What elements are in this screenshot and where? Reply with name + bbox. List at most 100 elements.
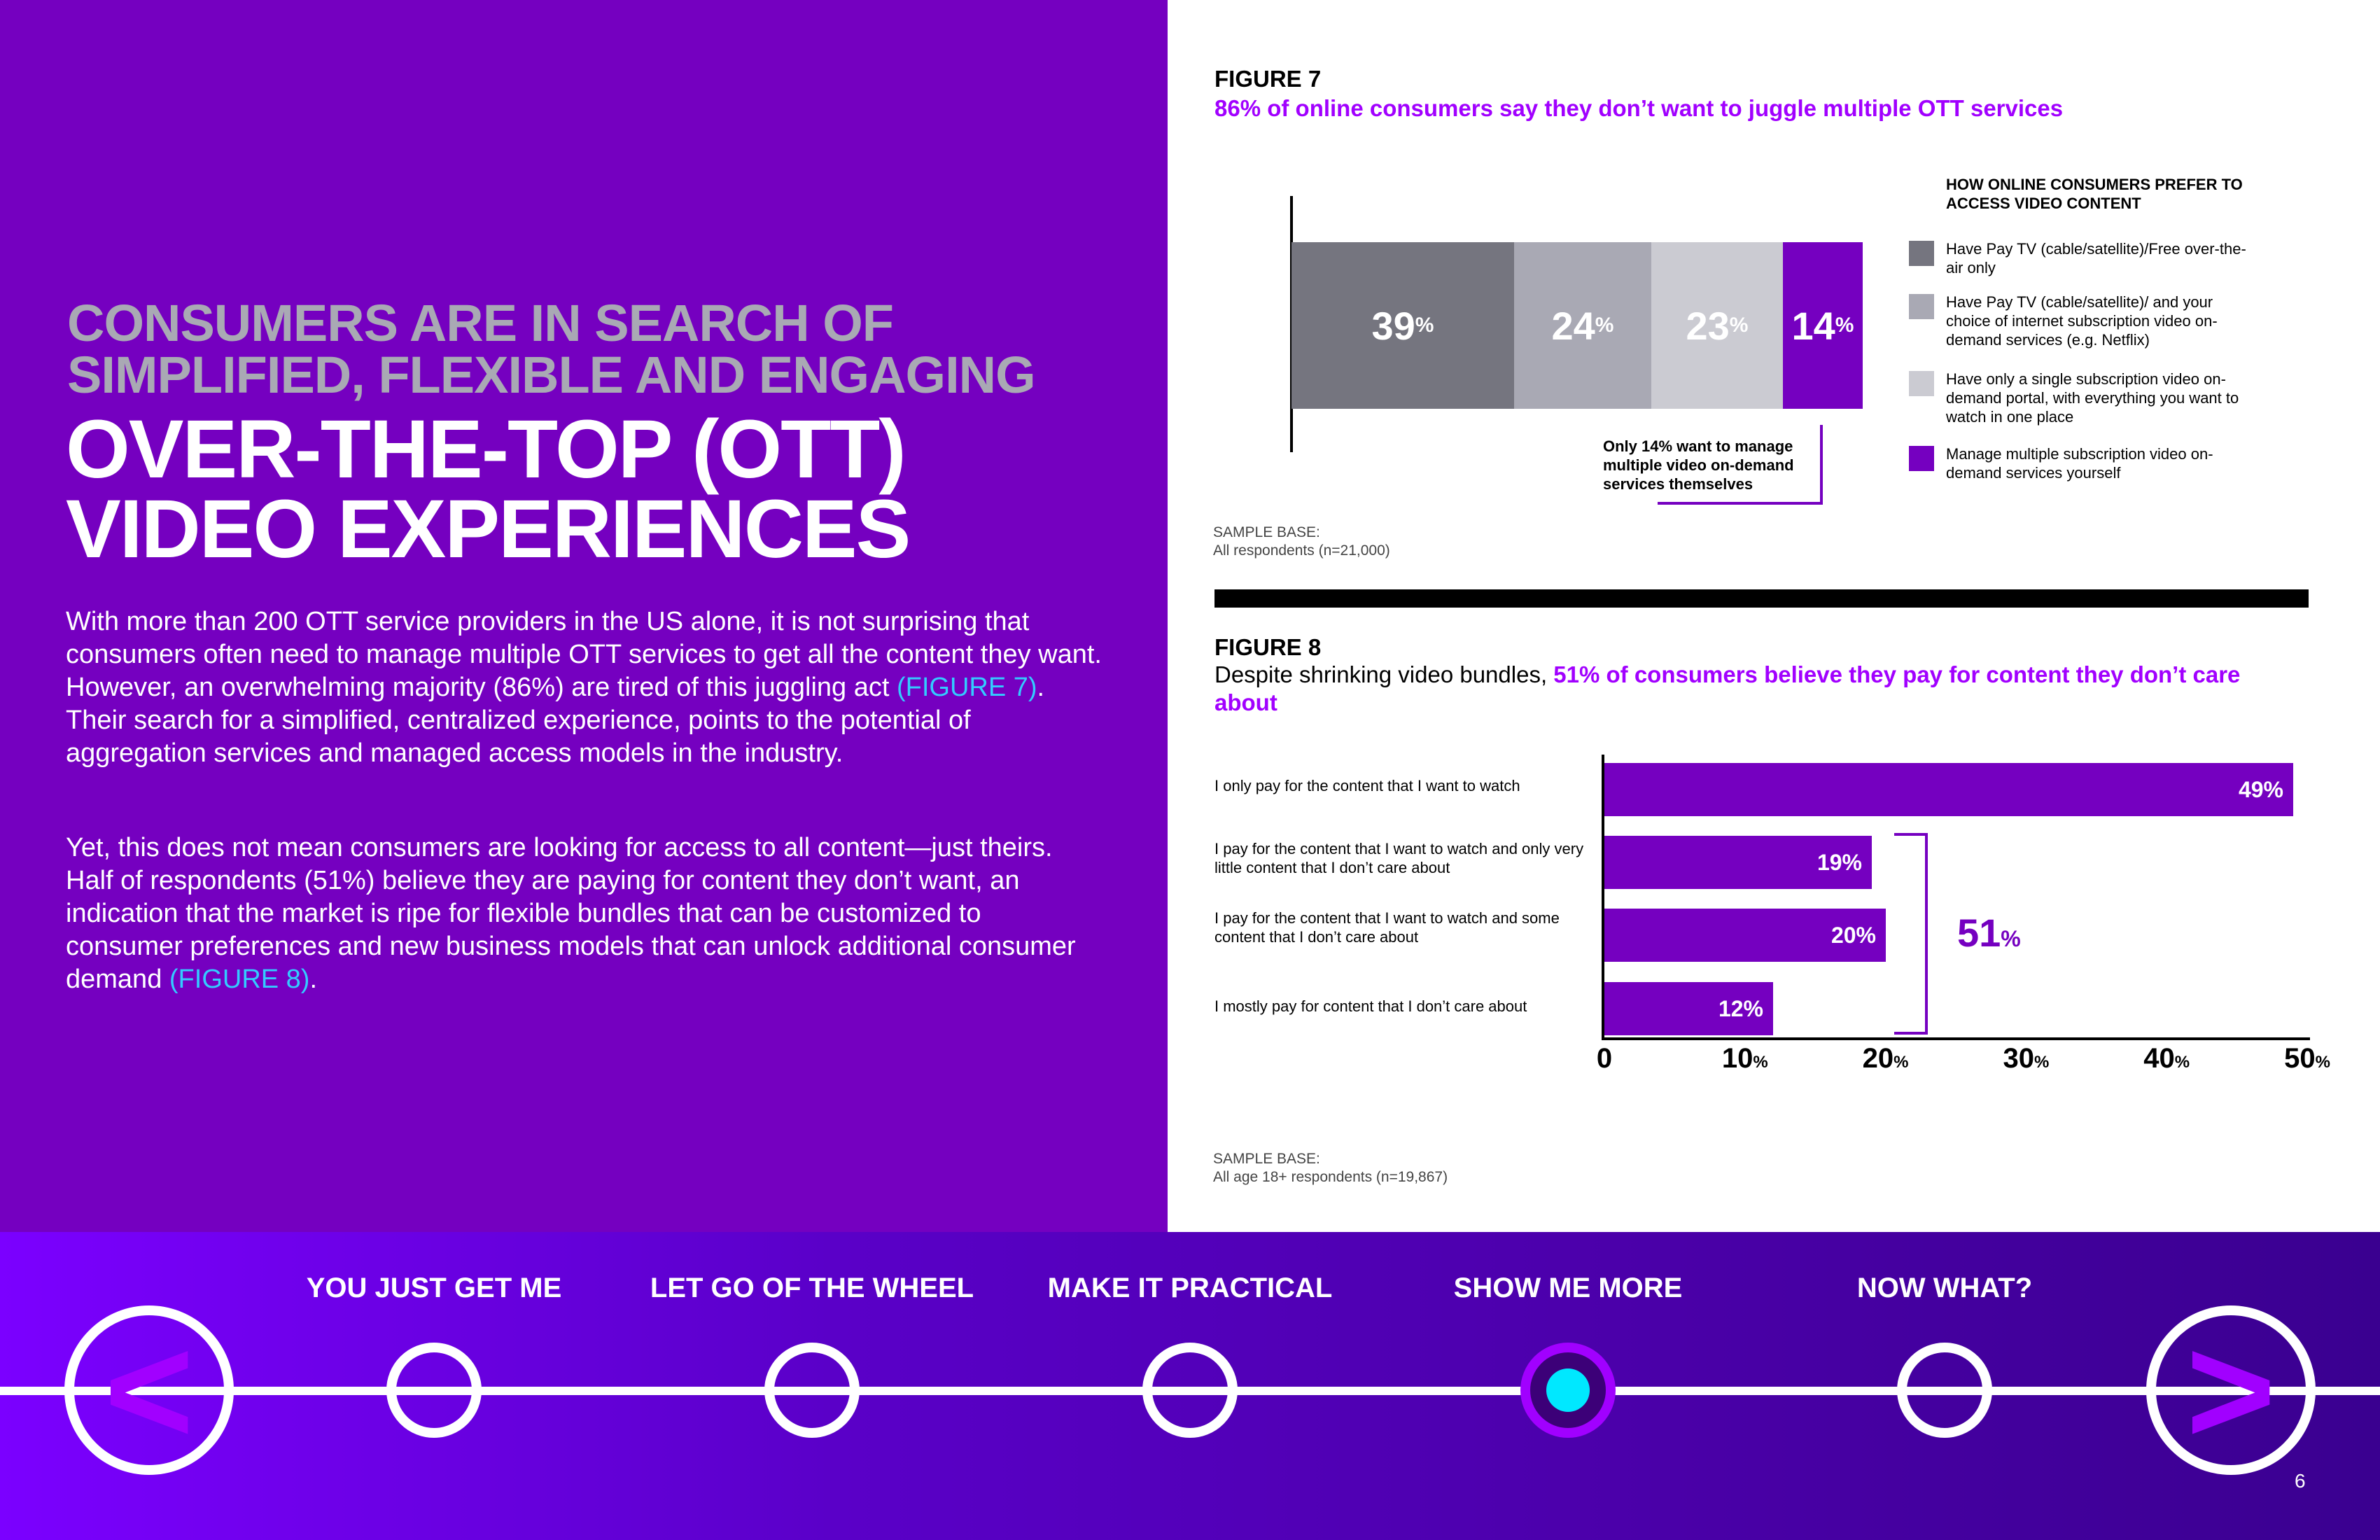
- sample-base-label: SAMPLE BASE:: [1213, 1151, 1320, 1167]
- page-title-line: OVER-THE-TOP (OTT): [66, 403, 906, 496]
- stacked-bar-segment: 24%: [1514, 242, 1651, 409]
- tick-value: 10: [1721, 1043, 1754, 1074]
- heading-grey: CONSUMERS ARE IN SEARCH OF SIMPLIFIED, F…: [67, 294, 1036, 404]
- segment-value-label: 24: [1551, 303, 1595, 348]
- figure-8-subtitle: Despite shrinking video bundles, 51% of …: [1214, 661, 2264, 717]
- category-label: I pay for the content that I want to wat…: [1214, 840, 1584, 876]
- nav-item-label[interactable]: NOW WHAT?: [1856, 1273, 2033, 1303]
- legend-label: Manage multiple subscription video on-de…: [1946, 445, 2213, 482]
- sample-base-label: SAMPLE BASE:: [1213, 524, 1320, 540]
- legend-label: Have Pay TV (cable/satellite)/ and your …: [1946, 293, 2218, 349]
- segment-unit-label: %: [1415, 314, 1434, 337]
- nav-node[interactable]: [386, 1343, 482, 1438]
- nav-node-active[interactable]: [1520, 1343, 1616, 1438]
- bar: 12%: [1604, 982, 1773, 1035]
- section-navigation: < > YOU JUST GET ME LET GO OF THE WHEEL MA…: [0, 1232, 2380, 1540]
- nav-item-label[interactable]: SHOW ME MORE: [1453, 1273, 1683, 1303]
- bar-value-label: 49%: [2238, 776, 2283, 802]
- tick-unit: %: [1893, 1053, 1909, 1072]
- subtitle-highlight: 51% of consumers believe they pay for co…: [1214, 662, 2241, 715]
- legend-swatch: [1909, 294, 1934, 319]
- bar-value-label: 20%: [1830, 922, 1876, 948]
- figure-8-label: FIGURE 8: [1214, 634, 1322, 660]
- x-tick-label: 30%: [2003, 1043, 2049, 1074]
- tick-unit: %: [2315, 1053, 2330, 1072]
- nav-node[interactable]: [1897, 1343, 1992, 1438]
- bar: 19%: [1604, 836, 1872, 889]
- legend-label: Have only a single subscription video on…: [1946, 370, 2239, 426]
- nav-node[interactable]: [1142, 1343, 1238, 1438]
- tick-unit: %: [1753, 1053, 1768, 1072]
- page-title-line: VIDEO EXPERIENCES: [66, 483, 911, 575]
- figure-divider: [1214, 589, 2309, 608]
- x-tick-label: 40%: [2143, 1043, 2190, 1074]
- tick-value: 20: [1862, 1043, 1894, 1074]
- nav-item-label[interactable]: YOU JUST GET ME: [306, 1273, 562, 1303]
- legend-label: Have Pay TV (cable/satellite)/Free over-…: [1946, 240, 2246, 276]
- bracket-vertical: [1925, 833, 1928, 1035]
- bar-value-label: 12%: [1718, 995, 1763, 1021]
- legend-title: HOW ONLINE CONSUMERS PREFER TO ACCESS VI…: [1946, 176, 2243, 212]
- x-tick-label: 10%: [1722, 1043, 1768, 1074]
- body-paragraph-1: With more than 200 OTT service providers…: [66, 606, 1102, 770]
- category-label: I only pay for the content that I want t…: [1214, 777, 1520, 794]
- body-paragraph-2: Yet, this does not mean consumers are lo…: [66, 832, 1102, 996]
- bracket-top: [1894, 833, 1928, 836]
- segment-unit-label: %: [1835, 314, 1854, 337]
- next-button[interactable]: >: [2146, 1306, 2316, 1475]
- stacked-bar-segment: 23%: [1651, 242, 1783, 409]
- paragraph-text: .: [309, 965, 318, 994]
- nav-item-label[interactable]: MAKE IT PRACTICAL: [1047, 1273, 1333, 1303]
- tick-unit: %: [2033, 1053, 2050, 1072]
- figure-8-x-axis: [1602, 1037, 2310, 1040]
- tick-value: 50: [2284, 1043, 2316, 1074]
- x-tick-label: 0: [1597, 1043, 1612, 1074]
- heading-grey-line: CONSUMERS ARE IN SEARCH OF: [67, 294, 894, 352]
- bracket-total-value: 51: [1957, 911, 2001, 955]
- bracket-total-label: 51%: [1957, 910, 2021, 955]
- callout-text: Only 14% want to manage multiple video o…: [1603, 438, 1794, 493]
- nav-node[interactable]: [764, 1343, 860, 1438]
- x-tick-label: 20%: [1863, 1043, 1909, 1074]
- nav-item-label[interactable]: LET GO OF THE WHEEL: [650, 1273, 974, 1303]
- callout-bracket-horizontal: [1658, 502, 1823, 505]
- tick-value: 30: [2003, 1043, 2034, 1074]
- active-dot-icon: [1546, 1368, 1590, 1412]
- x-tick-label: 50%: [2284, 1043, 2330, 1074]
- bracket-bottom: [1894, 1032, 1928, 1035]
- figure-7-subtitle: 86% of online consumers say they don’t w…: [1214, 95, 2064, 121]
- tick-value: 40: [2143, 1043, 2175, 1074]
- heading-grey-line: SIMPLIFIED, FLEXIBLE AND ENGAGING: [67, 346, 1036, 404]
- figure-8-link[interactable]: (FIGURE 8): [169, 965, 310, 994]
- bar: 20%: [1604, 909, 1886, 962]
- paragraph-text: With more than 200 OTT service providers…: [66, 607, 1102, 702]
- figure-7-label: FIGURE 7: [1214, 66, 1322, 92]
- callout-bracket-vertical: [1820, 425, 1823, 505]
- legend-swatch: [1909, 446, 1934, 471]
- sample-base-text: All respondents (n=21,000): [1213, 542, 1390, 559]
- chevron-left-icon: <: [104, 1304, 195, 1476]
- prev-button[interactable]: <: [64, 1306, 234, 1475]
- paragraph-text: Yet, this does not mean consumers are lo…: [66, 833, 1076, 994]
- legend-swatch: [1909, 371, 1934, 396]
- stacked-bar-segment: 39%: [1292, 242, 1514, 409]
- figure-7-link[interactable]: (FIGURE 7): [896, 673, 1037, 702]
- sample-base-8: SAMPLE BASE: All age 18+ respondents (n=…: [1213, 1150, 1448, 1186]
- category-label: I mostly pay for content that I don’t ca…: [1214, 997, 1527, 1015]
- segment-value-label: 23: [1686, 303, 1730, 348]
- chevron-right-icon: >: [2185, 1304, 2276, 1476]
- figure-8-y-axis: [1602, 755, 1604, 1040]
- bar: 49%: [1604, 763, 2293, 816]
- segment-value-label: 14: [1791, 303, 1835, 348]
- intro-panel: CONSUMERS ARE IN SEARCH OF SIMPLIFIED, F…: [0, 0, 1168, 1232]
- sample-base-7: SAMPLE BASE: All respondents (n=21,000): [1213, 524, 1390, 560]
- paragraph-text: . Their search for a simplified, central…: [66, 673, 1045, 768]
- bar-value-label: 19%: [1816, 849, 1862, 875]
- stacked-bar-segment: 14%: [1783, 242, 1863, 409]
- segment-unit-label: %: [1729, 314, 1749, 337]
- sample-base-text: All age 18+ respondents (n=19,867): [1213, 1169, 1448, 1185]
- subtitle-plain: Despite shrinking video bundles,: [1214, 662, 1554, 687]
- tick-unit: %: [2174, 1053, 2190, 1072]
- tick-value: 0: [1596, 1043, 1613, 1074]
- bracket-total-unit: %: [2001, 926, 2021, 951]
